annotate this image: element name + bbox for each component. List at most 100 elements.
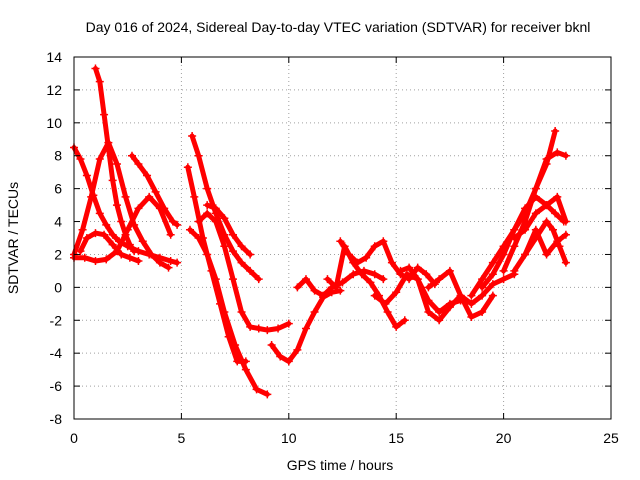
data-point-marker xyxy=(241,365,250,374)
data-point-marker xyxy=(183,163,192,172)
data-point-marker xyxy=(370,291,379,300)
chart-title: Day 016 of 2024, Sidereal Day-to-day VTE… xyxy=(86,19,591,35)
data-point-marker xyxy=(387,258,396,267)
data-point-marker xyxy=(95,77,104,86)
data-point-marker xyxy=(488,291,497,300)
data-series xyxy=(70,64,570,399)
series-trace xyxy=(325,243,408,330)
data-point-marker xyxy=(76,155,85,164)
data-point-marker xyxy=(203,201,212,210)
data-point-marker xyxy=(542,250,551,259)
data-point-marker xyxy=(301,275,310,284)
data-point-marker xyxy=(478,308,487,317)
data-point-marker xyxy=(188,131,197,140)
data-point-marker xyxy=(211,275,220,284)
data-point-marker xyxy=(293,345,302,354)
data-point-marker xyxy=(78,225,87,234)
data-point-marker xyxy=(220,242,229,251)
series-trace xyxy=(511,227,569,274)
data-point-marker xyxy=(143,171,152,180)
data-point-marker xyxy=(413,263,422,272)
data-point-marker xyxy=(478,283,487,292)
data-point-marker xyxy=(211,204,220,213)
x-tick-label: 5 xyxy=(178,430,186,446)
data-point-marker xyxy=(467,312,476,321)
data-point-marker xyxy=(168,217,177,226)
series-trace xyxy=(522,219,569,266)
data-point-marker xyxy=(531,184,540,193)
data-point-marker xyxy=(151,187,160,196)
data-point-marker xyxy=(228,275,237,284)
series-trace xyxy=(71,140,171,271)
data-point-marker xyxy=(542,201,551,210)
series-trace-7 xyxy=(188,131,263,284)
data-point-marker xyxy=(336,286,345,295)
data-point-marker xyxy=(478,275,487,284)
data-point-marker xyxy=(104,143,113,152)
data-point-marker xyxy=(467,299,476,308)
data-point-marker xyxy=(521,225,530,234)
data-point-marker xyxy=(349,270,358,279)
data-point-marker xyxy=(499,275,508,284)
data-point-marker xyxy=(445,303,454,312)
data-point-marker xyxy=(553,237,562,246)
data-point-marker xyxy=(246,266,255,275)
y-tick-label: 4 xyxy=(54,214,62,230)
data-point-marker xyxy=(323,275,332,284)
data-point-marker xyxy=(561,217,570,226)
series-trace-9 xyxy=(194,209,293,335)
data-point-marker xyxy=(203,209,212,218)
data-point-marker xyxy=(379,237,388,246)
data-point-marker xyxy=(91,257,100,266)
data-point-marker xyxy=(246,250,255,259)
data-point-marker xyxy=(510,225,519,234)
data-point-marker xyxy=(117,217,126,226)
data-point-marker xyxy=(284,357,293,366)
data-point-marker xyxy=(220,308,229,317)
series-trace xyxy=(337,238,438,287)
data-point-marker xyxy=(237,242,246,251)
data-point-marker xyxy=(254,324,263,333)
data-point-marker xyxy=(413,275,422,284)
data-point-marker xyxy=(499,266,508,275)
data-point-marker xyxy=(310,286,319,295)
data-point-marker xyxy=(263,326,272,335)
data-point-marker xyxy=(134,257,143,266)
series-trace-6 xyxy=(127,151,182,229)
data-point-marker xyxy=(108,176,117,185)
data-point-marker xyxy=(310,308,319,317)
series-trace-22 xyxy=(510,192,570,242)
data-point-marker xyxy=(121,192,130,201)
data-point-marker xyxy=(353,258,362,267)
data-point-marker xyxy=(549,225,558,234)
data-point-marker xyxy=(112,159,121,168)
data-point-marker xyxy=(553,148,562,157)
data-point-marker xyxy=(531,225,540,234)
data-point-marker xyxy=(435,316,444,325)
data-point-marker xyxy=(488,258,497,267)
data-point-marker xyxy=(488,270,497,279)
data-point-marker xyxy=(456,291,465,300)
data-point-marker xyxy=(551,209,560,218)
data-point-marker xyxy=(194,217,203,226)
data-point-marker xyxy=(370,242,379,251)
data-point-marker xyxy=(82,171,91,180)
series-trace xyxy=(93,66,137,254)
data-point-marker xyxy=(445,266,454,275)
data-point-marker xyxy=(422,270,431,279)
data-point-marker xyxy=(220,214,229,223)
data-point-marker xyxy=(125,240,134,249)
data-point-marker xyxy=(383,308,392,317)
data-point-marker xyxy=(319,291,328,300)
y-tick-label: 2 xyxy=(54,246,62,262)
data-point-marker xyxy=(127,151,136,160)
data-point-marker xyxy=(145,192,154,201)
data-point-marker xyxy=(357,270,366,279)
data-point-marker xyxy=(117,250,126,259)
data-point-marker xyxy=(164,263,173,272)
series-trace xyxy=(511,194,569,241)
data-point-marker xyxy=(284,319,293,328)
y-tick-label: 14 xyxy=(46,49,62,65)
data-point-marker xyxy=(561,230,570,239)
